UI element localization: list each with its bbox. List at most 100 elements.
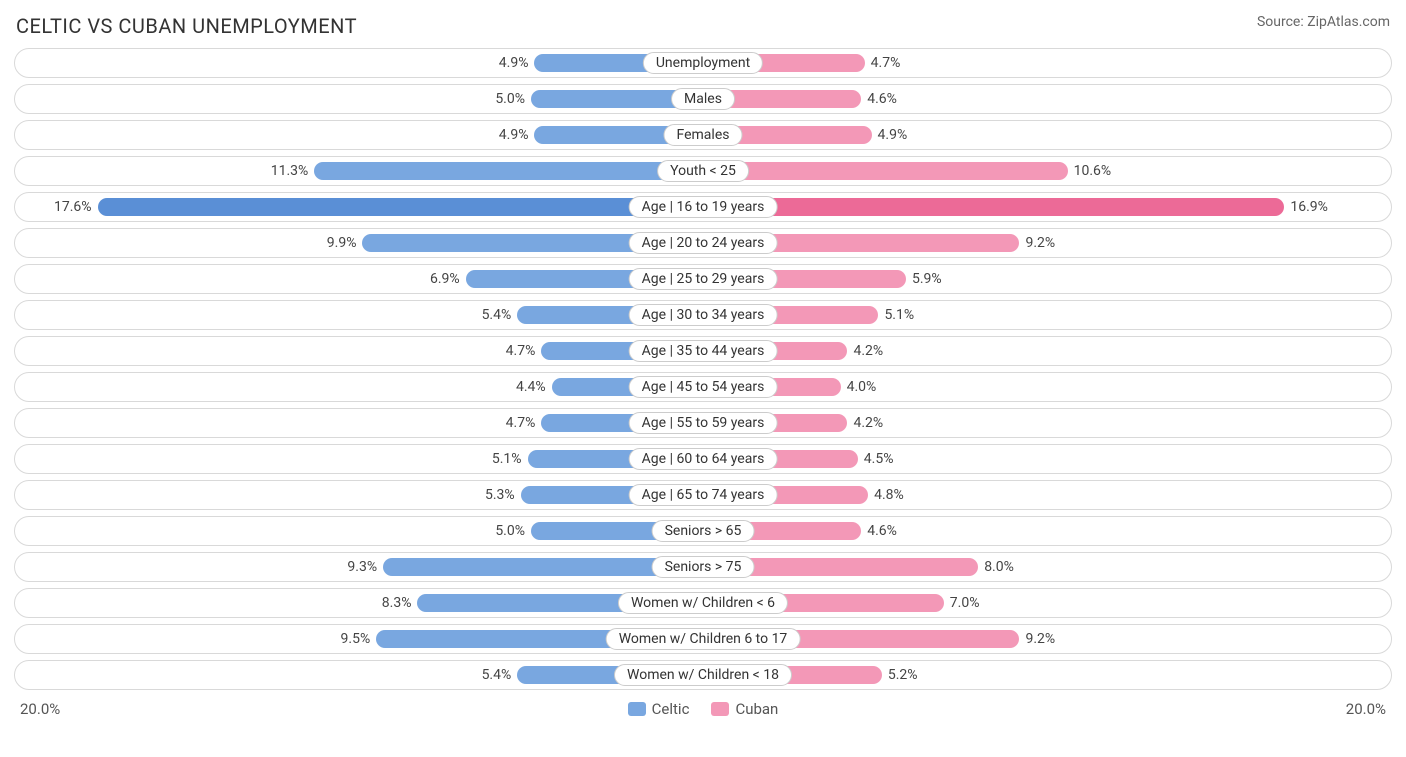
row-left-half: 5.4% (15, 301, 703, 329)
right-value: 4.0% (847, 379, 877, 395)
row-right-half: 4.0% (703, 373, 1391, 401)
category-label: Seniors > 75 (652, 556, 755, 578)
legend: Celtic Cuban (628, 700, 779, 718)
right-value: 10.6% (1074, 163, 1112, 179)
left-value: 6.9% (430, 271, 460, 287)
right-value: 4.9% (878, 127, 908, 143)
category-label: Age | 60 to 64 years (629, 448, 778, 470)
row-left-half: 8.3% (15, 589, 703, 617)
row-left-half: 6.9% (15, 265, 703, 293)
row-left-half: 5.0% (15, 85, 703, 113)
chart-row: 6.9% 5.9% Age | 25 to 29 years (14, 264, 1392, 294)
category-label: Unemployment (643, 52, 763, 74)
row-left-half: 9.3% (15, 553, 703, 581)
chart-row: 5.4% 5.1% Age | 30 to 34 years (14, 300, 1392, 330)
legend-label: Celtic (652, 700, 690, 718)
row-right-half: 4.6% (703, 85, 1391, 113)
row-right-half: 4.2% (703, 409, 1391, 437)
chart-row: 9.9%9.2%Age | 20 to 24 years (14, 228, 1392, 258)
right-value: 4.8% (874, 487, 904, 503)
chart-row: 4.9% 4.7% Unemployment (14, 48, 1392, 78)
right-value: 9.2% (1025, 631, 1055, 647)
left-bar (314, 162, 703, 180)
right-bar (703, 198, 1284, 216)
category-label: Females (664, 124, 743, 146)
chart-row: 4.9% 4.9% Females (14, 120, 1392, 150)
category-label: Age | 30 to 34 years (629, 304, 778, 326)
row-left-half: 5.4% (15, 661, 703, 689)
row-left-half: 4.9% (15, 49, 703, 77)
chart-title: CELTIC VS CUBAN UNEMPLOYMENT (16, 14, 357, 38)
row-right-half: 16.9% (703, 193, 1391, 221)
chart-row: 5.0% 4.6% Males (14, 84, 1392, 114)
legend-swatch-cuban (711, 702, 729, 716)
legend-item-celtic: Celtic (628, 700, 690, 718)
legend-label: Cuban (735, 700, 778, 718)
chart-row: 8.3% 7.0% Women w/ Children < 6 (14, 588, 1392, 618)
row-right-half: 5.2% (703, 661, 1391, 689)
category-label: Women w/ Children 6 to 17 (606, 628, 801, 650)
right-value: 5.9% (912, 271, 942, 287)
row-left-half: 4.7% (15, 337, 703, 365)
right-bar (703, 162, 1068, 180)
diverging-bar-chart: 4.9%4.7%Unemployment5.0%4.6%Males4.9%4.9… (14, 48, 1392, 690)
category-label: Age | 55 to 59 years (629, 412, 778, 434)
row-right-half: 7.0% (703, 589, 1391, 617)
right-value: 4.2% (853, 415, 883, 431)
chart-row: 5.4%5.2%Women w/ Children < 18 (14, 660, 1392, 690)
left-value: 5.0% (495, 523, 525, 539)
chart-row: 4.7%4.2%Age | 35 to 44 years (14, 336, 1392, 366)
row-right-half: 4.9% (703, 121, 1391, 149)
row-right-half: 10.6% (703, 157, 1391, 185)
right-value: 7.0% (950, 595, 980, 611)
row-right-half: 5.1% (703, 301, 1391, 329)
category-label: Women w/ Children < 6 (618, 592, 788, 614)
row-left-half: 11.3% (15, 157, 703, 185)
row-right-half: 5.9% (703, 265, 1391, 293)
right-value: 8.0% (984, 559, 1014, 575)
left-value: 9.5% (341, 631, 371, 647)
row-right-half: 4.8% (703, 481, 1391, 509)
category-label: Age | 45 to 54 years (629, 376, 778, 398)
row-right-half: 9.2% (703, 625, 1391, 653)
row-left-half: 4.9% (15, 121, 703, 149)
row-right-half: 9.2% (703, 229, 1391, 257)
category-label: Age | 65 to 74 years (629, 484, 778, 506)
category-label: Age | 35 to 44 years (629, 340, 778, 362)
category-label: Age | 16 to 19 years (629, 196, 778, 218)
left-value: 4.7% (506, 415, 536, 431)
right-value: 5.1% (884, 307, 914, 323)
chart-row: 5.1%4.5%Age | 60 to 64 years (14, 444, 1392, 474)
left-value: 5.3% (485, 487, 515, 503)
row-left-half: 9.5% (15, 625, 703, 653)
left-value: 17.6% (54, 199, 92, 215)
category-label: Youth < 25 (657, 160, 749, 182)
right-value: 4.6% (867, 523, 897, 539)
right-value: 4.6% (867, 91, 897, 107)
row-left-half: 9.9% (15, 229, 703, 257)
left-value: 5.4% (482, 307, 512, 323)
row-left-half: 5.0% (15, 517, 703, 545)
left-value: 4.9% (499, 127, 529, 143)
left-value: 8.3% (382, 595, 412, 611)
right-value: 4.7% (871, 55, 901, 71)
right-value: 4.5% (864, 451, 894, 467)
left-value: 9.3% (347, 559, 377, 575)
row-right-half: 4.5% (703, 445, 1391, 473)
chart-row: 11.3% 10.6% Youth < 25 (14, 156, 1392, 186)
row-right-half: 8.0% (703, 553, 1391, 581)
chart-row: 5.0% 4.6% Seniors > 65 (14, 516, 1392, 546)
axis-max-left: 20.0% (20, 700, 60, 718)
row-left-half: 5.3% (15, 481, 703, 509)
category-label: Seniors > 65 (652, 520, 755, 542)
category-label: Age | 25 to 29 years (629, 268, 778, 290)
left-value: 4.9% (499, 55, 529, 71)
chart-row: 5.3% 4.8% Age | 65 to 74 years (14, 480, 1392, 510)
left-value: 4.4% (516, 379, 546, 395)
chart-row: 17.6% 16.9%Age | 16 to 19 years (14, 192, 1392, 222)
left-value: 9.9% (327, 235, 357, 251)
row-right-half: 4.7% (703, 49, 1391, 77)
category-label: Males (671, 88, 735, 110)
row-right-half: 4.6% (703, 517, 1391, 545)
category-label: Women w/ Children < 18 (614, 664, 792, 686)
